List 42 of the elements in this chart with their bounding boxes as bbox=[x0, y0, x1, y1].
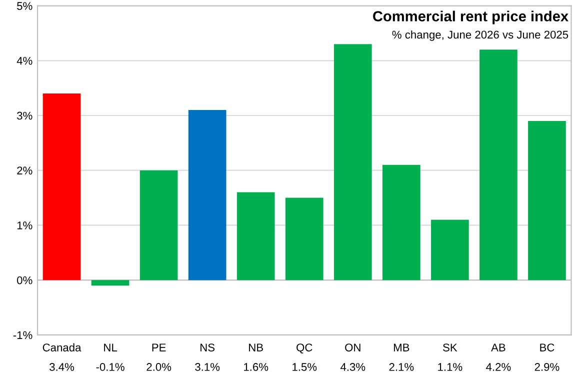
bar bbox=[140, 170, 178, 280]
y-tick-label: 2% bbox=[17, 166, 32, 174]
x-tick-label: NB bbox=[249, 344, 263, 352]
data-label: 1.5% bbox=[292, 363, 317, 371]
x-tick-label: Canada bbox=[42, 343, 82, 352]
x-tick-label: MB bbox=[394, 344, 410, 352]
y-tick-label: 1% bbox=[17, 222, 32, 230]
bar bbox=[236, 192, 275, 280]
x-tick-label: AB bbox=[491, 344, 506, 352]
data-label: 2.9% bbox=[534, 363, 560, 371]
data-label: 3.1% bbox=[195, 363, 220, 371]
y-tick-label: 0% bbox=[17, 276, 32, 284]
bar bbox=[285, 198, 324, 280]
bar bbox=[42, 94, 81, 280]
y-tick-label: 5% bbox=[17, 2, 32, 10]
y-tick-label: -1% bbox=[13, 331, 32, 340]
y-tick-label: 4% bbox=[16, 56, 32, 65]
bar bbox=[188, 110, 226, 280]
data-label: 2.0% bbox=[146, 363, 172, 371]
bar bbox=[91, 280, 130, 286]
x-tick-label: NL bbox=[104, 344, 118, 352]
data-label: 1.1% bbox=[438, 363, 462, 371]
x-tick-label: SK bbox=[443, 344, 458, 352]
data-label: 1.6% bbox=[244, 363, 268, 371]
x-tick-label: BC bbox=[540, 344, 554, 352]
x-tick-label: PE bbox=[152, 344, 166, 352]
bar bbox=[431, 220, 469, 280]
text: % change, June 2026 vs June 2025 bbox=[392, 30, 568, 41]
chart-title: Commercial rent price index bbox=[373, 10, 568, 24]
x-tick-label: NS bbox=[200, 344, 215, 352]
bar bbox=[382, 164, 420, 280]
data-label: 4.3% bbox=[340, 363, 366, 371]
bar bbox=[480, 50, 518, 280]
data-label: 3.4% bbox=[50, 363, 74, 371]
bar bbox=[528, 120, 566, 280]
bar bbox=[334, 44, 372, 280]
data-label: -0.1% bbox=[96, 363, 124, 371]
x-tick-label: ON bbox=[345, 344, 360, 352]
data-label: 2.1% bbox=[389, 363, 414, 371]
data-label: 4.2% bbox=[486, 363, 511, 371]
x-tick-label: QC bbox=[296, 344, 312, 354]
y-tick-label: 3% bbox=[17, 112, 32, 120]
